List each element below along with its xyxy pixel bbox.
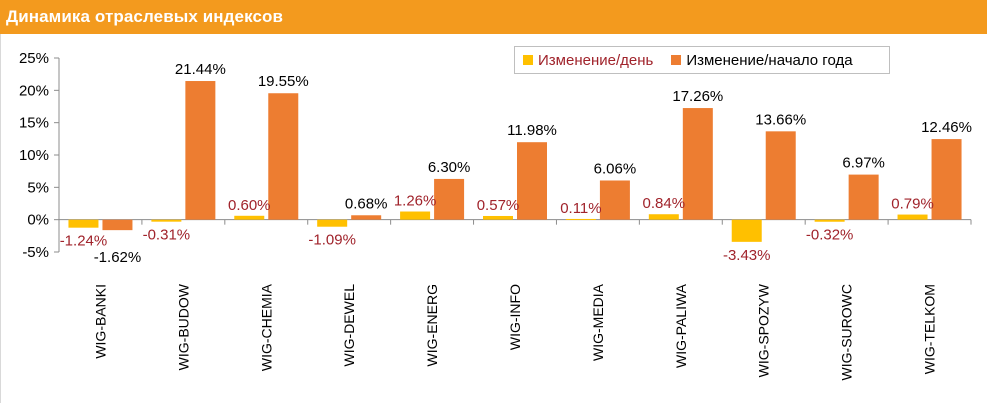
- data-label-daily: 0.60%: [228, 197, 271, 214]
- category-label: WIG-DEWEL: [341, 284, 357, 367]
- category-label: WIG-BANKI: [92, 284, 108, 359]
- category-label: WIG-MEDIA: [590, 283, 606, 361]
- bar-ytd: [517, 142, 547, 220]
- data-label-ytd: -1.62%: [94, 249, 142, 266]
- bar-chart: 25% 20% 15% 10% 5% 0% -5% -1.24%-1.62% WIG-BANKI…: [19, 50, 972, 380]
- bar-ytd: [765, 131, 796, 220]
- data-label-daily: -0.31%: [143, 227, 191, 244]
- chart-header: Динамика отраслевых индексов: [0, 0, 987, 34]
- data-label-ytd: 6.06%: [594, 160, 637, 177]
- category-label: WIG-BUDOW: [175, 283, 191, 370]
- bar-ytd: [268, 93, 299, 220]
- y-tick-label: 20%: [19, 82, 49, 99]
- y-tick-label: 5%: [27, 179, 49, 196]
- bar-daily: [483, 215, 513, 220]
- data-label-ytd: 19.55%: [258, 73, 309, 90]
- data-label-daily: 0.84%: [643, 195, 686, 212]
- bar-ytd: [434, 178, 465, 220]
- data-label-ytd: 11.98%: [507, 122, 557, 139]
- data-label-daily: 0.11%: [560, 200, 601, 217]
- legend-swatch-daily: [523, 55, 533, 65]
- legend-item-ytd: Изменение/начало года: [671, 51, 853, 69]
- legend-swatch-ytd: [671, 55, 682, 65]
- data-label-daily: -3.43%: [723, 247, 771, 264]
- bar-ytd: [351, 215, 382, 220]
- bar-daily: [731, 219, 762, 242]
- data-label-ytd: 6.30%: [428, 159, 471, 176]
- data-label-daily: -1.09%: [308, 232, 356, 249]
- bar-ytd: [931, 139, 962, 220]
- bar-ytd: [185, 81, 216, 220]
- legend-label-daily: Изменение/день: [538, 51, 654, 69]
- data-label-ytd: 17.26%: [672, 88, 723, 105]
- data-label-daily: 0.57%: [477, 197, 520, 214]
- bar-ytd: [102, 219, 133, 231]
- bar-daily: [151, 219, 182, 222]
- category-label: WIG-PALIWA: [673, 283, 689, 368]
- y-tick-label: 10%: [19, 147, 49, 164]
- category-label: WIG-INFO: [507, 284, 523, 350]
- chart-title: Динамика отраслевых индексов: [6, 7, 284, 26]
- category-label: WIG-ENERG: [424, 284, 440, 366]
- y-tick-label: -5%: [22, 244, 49, 261]
- data-label-ytd: 13.66%: [755, 111, 806, 128]
- bar-daily: [648, 214, 679, 220]
- bar-daily: [897, 214, 928, 220]
- bar-ytd: [682, 108, 713, 220]
- bar-ytd: [599, 180, 630, 220]
- data-label-ytd: 12.46%: [921, 119, 972, 136]
- bar-daily: [68, 219, 99, 228]
- data-label-ytd: 21.44%: [175, 61, 226, 78]
- data-label-ytd: 0.68%: [345, 195, 388, 212]
- data-label-daily: 0.79%: [891, 196, 934, 213]
- y-tick-label: 0%: [27, 212, 49, 229]
- bar-daily: [234, 215, 265, 220]
- legend: Изменение/день Изменение/начало года: [514, 46, 890, 74]
- chart-area: 25% 20% 15% 10% 5% 0% -5% -1.24% -1.62% WIG-BANKI…: [0, 34, 987, 403]
- bar-ytd: [848, 174, 879, 220]
- y-tick-label: 25%: [19, 50, 49, 67]
- bar-daily: [565, 218, 596, 220]
- data-label-daily: -1.24%: [60, 233, 108, 250]
- category-label: WIG-TELKOM: [922, 284, 938, 374]
- data-label-daily: -0.32%: [806, 227, 854, 244]
- data-label-daily: 1.26%: [394, 193, 437, 210]
- bar-daily: [814, 219, 845, 222]
- category-label: WIG-CHEMIA: [258, 283, 274, 371]
- y-tick-label: 15%: [19, 115, 49, 132]
- category-label: WIG-SPOZYW: [756, 283, 772, 377]
- bar-daily: [317, 219, 348, 227]
- bar-daily: [400, 211, 431, 220]
- category-label: WIG-SUROWC: [839, 284, 855, 380]
- legend-label-ytd: Изменение/начало года: [686, 51, 853, 69]
- data-label-ytd: 6.97%: [842, 155, 885, 172]
- legend-item-daily: Изменение/день: [523, 52, 653, 69]
